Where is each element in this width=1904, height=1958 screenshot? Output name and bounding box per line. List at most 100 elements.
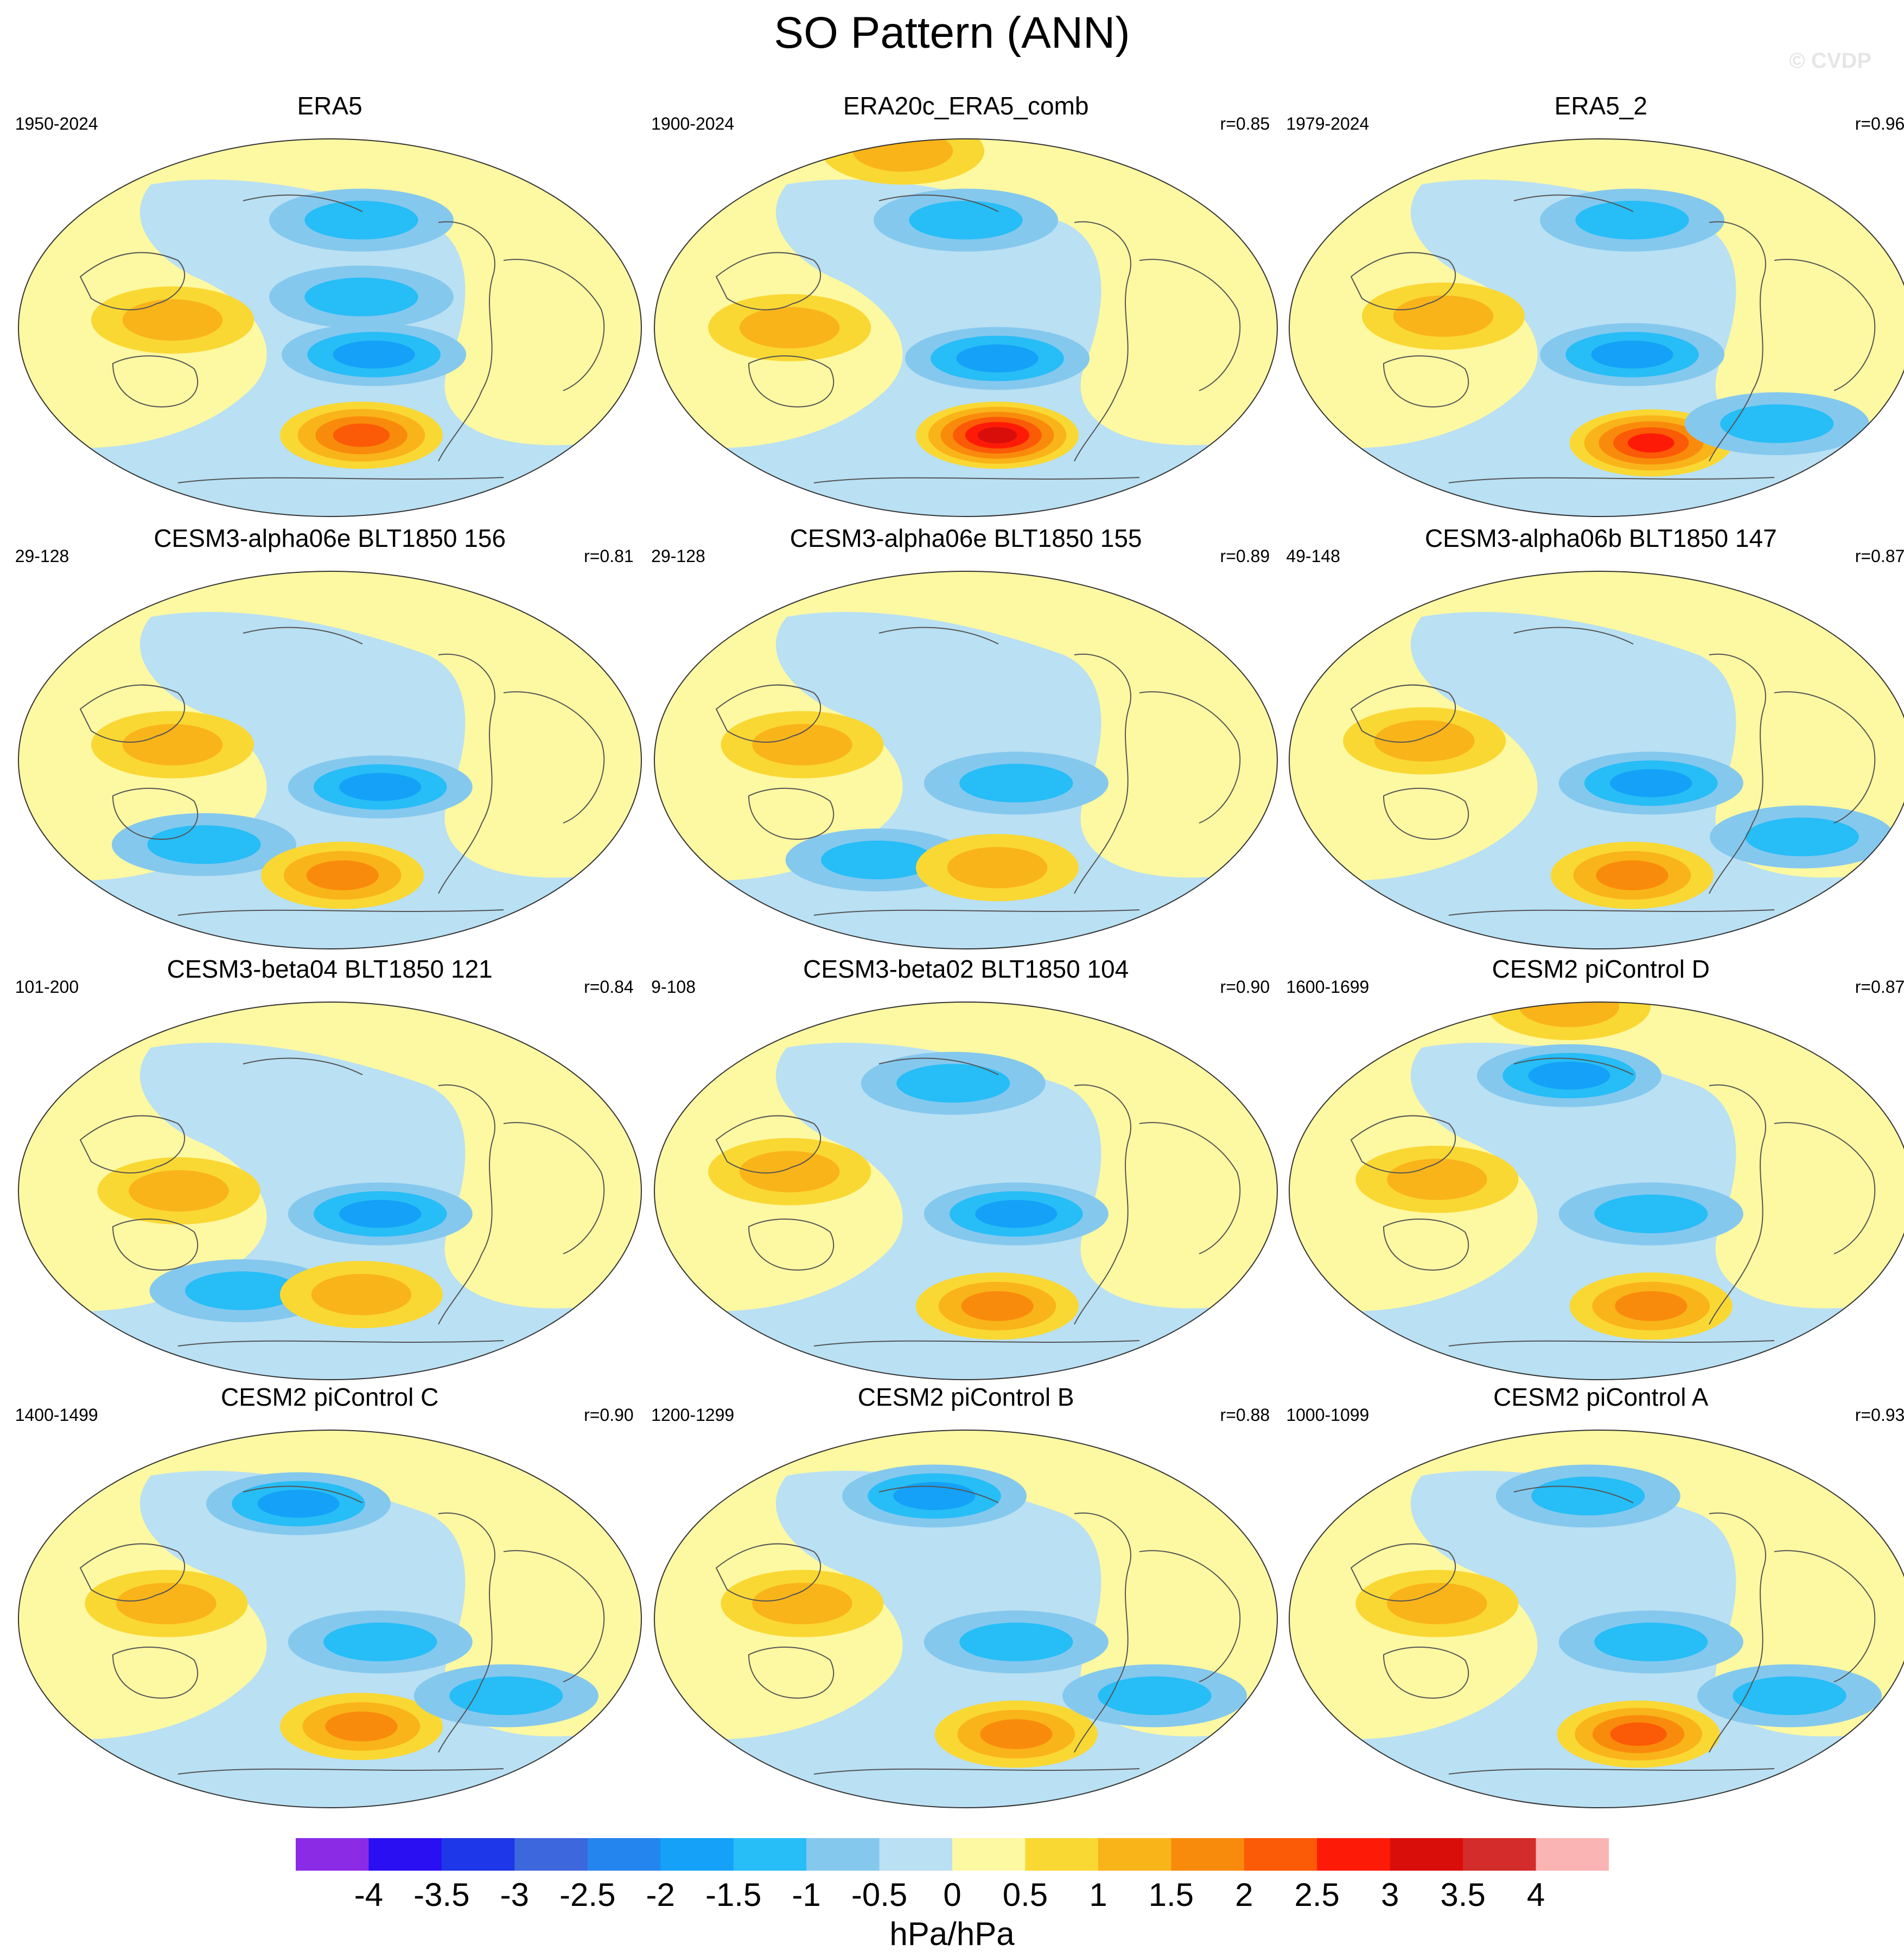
coastline	[1449, 477, 1775, 484]
coastline	[112, 1218, 198, 1271]
map-panel: CESM2 piControl D 1600-1699 r=0.87	[1286, 954, 1904, 1383]
coastline	[878, 1057, 999, 1075]
coastline	[1774, 1550, 1876, 1682]
map-outline	[1289, 138, 1904, 518]
map-outline	[654, 138, 1278, 518]
map-panel: CESM2 piControl C 1400-1499 r=0.90	[15, 1382, 645, 1811]
negative-anomaly-contour	[909, 201, 1023, 240]
map-contour-plot	[1289, 570, 1904, 949]
coastline	[1074, 653, 1132, 894]
colorbar-swatch	[296, 1838, 369, 1871]
coastline	[177, 477, 504, 484]
coastline	[715, 252, 822, 311]
colorbar-swatch	[1390, 1838, 1463, 1871]
coastline	[878, 627, 999, 645]
colorbar-swatch	[879, 1838, 953, 1871]
coastline	[1774, 1121, 1876, 1254]
positive-anomaly-contour	[325, 1711, 398, 1742]
figure-title: SO Pattern (ANN)	[774, 8, 1130, 58]
coastline	[1709, 221, 1767, 462]
map-contour-plot	[654, 1001, 1278, 1380]
coastline	[112, 355, 198, 408]
coastline	[1383, 1218, 1469, 1271]
panel-correlation: r=0.89	[1220, 546, 1270, 566]
coastline	[177, 1340, 504, 1347]
coastline	[1139, 691, 1241, 824]
coastline	[437, 1084, 495, 1325]
map-contour-plot	[17, 1001, 642, 1380]
panel-correlation: r=0.85	[1220, 114, 1270, 134]
coastline	[503, 691, 604, 824]
coastline	[503, 259, 604, 392]
map-panel: CESM3-alpha06b BLT1850 147 49-148 r=0.87	[1286, 524, 1904, 952]
colorbar-tick-label: 4	[1526, 1877, 1545, 1913]
negative-anomaly-contour	[975, 1200, 1058, 1228]
coastline	[503, 1550, 604, 1682]
positive-anomaly-contour	[752, 1583, 852, 1624]
map-contour-plot	[1289, 138, 1904, 518]
negative-anomaly-contour	[304, 278, 418, 317]
colorbar-swatch	[1244, 1838, 1317, 1871]
positive-anomaly-contour	[1387, 1158, 1488, 1200]
positive-anomaly-contour	[1519, 1002, 1620, 1028]
coastline	[748, 1647, 835, 1699]
positive-anomaly-contour	[1387, 1583, 1488, 1624]
map-panel: CESM2 piControl A 1000-1099 r=0.93	[1286, 1382, 1904, 1811]
coastline	[112, 787, 198, 840]
colorbar-tick-label: 0	[943, 1877, 961, 1913]
colorbar-swatch	[587, 1838, 661, 1871]
coastline	[1074, 1084, 1132, 1325]
map-outline	[654, 570, 1278, 949]
coastline	[243, 627, 363, 645]
coastline	[437, 653, 495, 894]
positive-anomaly-contour	[1615, 1291, 1688, 1321]
colorbar-swatch	[1536, 1838, 1609, 1871]
positive-anomaly-contour	[122, 299, 222, 341]
negative-anomaly-contour	[333, 341, 415, 369]
coastline	[1449, 909, 1775, 916]
map-contour-plot	[1289, 1001, 1904, 1380]
colorbar-tick-label: -2.5	[559, 1877, 616, 1913]
positive-anomaly-contour	[752, 724, 852, 766]
coastline	[79, 1543, 185, 1602]
coastline	[1709, 1084, 1767, 1325]
positive-anomaly-contour	[128, 1170, 229, 1211]
coastline	[79, 1115, 185, 1173]
panel-correlation: r=0.84	[584, 977, 634, 997]
coastline	[503, 1121, 604, 1254]
map-outline	[17, 570, 642, 949]
positive-anomaly-contour	[311, 1273, 411, 1316]
coastline	[1383, 787, 1469, 840]
coastline	[112, 1647, 198, 1699]
panel-years: 1400-1499	[15, 1405, 98, 1425]
coastline	[814, 477, 1140, 484]
colorbar-swatch	[806, 1838, 880, 1871]
negative-anomaly-contour	[896, 1063, 1010, 1103]
colorbar-tick-label: -4	[354, 1877, 384, 1913]
colorbar-tick-label: 1.5	[1148, 1877, 1194, 1913]
map-outline	[1289, 570, 1904, 949]
negative-anomaly-contour	[257, 1489, 340, 1518]
colorbar-swatch	[1171, 1838, 1245, 1871]
panel-title: CESM2 piControl A	[1493, 1383, 1709, 1412]
positive-anomaly-contour	[122, 724, 222, 766]
positive-anomaly-contour	[306, 860, 379, 890]
coastline	[1351, 252, 1456, 311]
panel-title: CESM3-alpha06e BLT1850 156	[154, 524, 506, 552]
map-contour-plot	[17, 1430, 642, 1809]
map-panel: CESM3-beta04 BLT1850 121 101-200 r=0.84	[15, 954, 645, 1383]
coastline	[1514, 1057, 1634, 1075]
positive-anomaly-contour	[980, 1719, 1053, 1749]
map-contour-plot	[17, 570, 642, 949]
panel-title: CESM3-alpha06b BLT1850 147	[1424, 524, 1777, 552]
panel-years: 1979-2024	[1286, 114, 1370, 134]
map-contour-plot	[1289, 1430, 1904, 1808]
coastline	[437, 1512, 495, 1753]
colorbar-tick-label: 0.5	[1002, 1877, 1048, 1913]
panel-title: CESM2 piControl B	[857, 1383, 1074, 1412]
coastline	[1383, 1647, 1469, 1699]
positive-anomaly-contour	[947, 846, 1048, 889]
negative-anomaly-contour	[1531, 1476, 1645, 1516]
panel-years: 1600-1699	[1286, 977, 1370, 997]
colorbar-swatch	[733, 1838, 807, 1871]
